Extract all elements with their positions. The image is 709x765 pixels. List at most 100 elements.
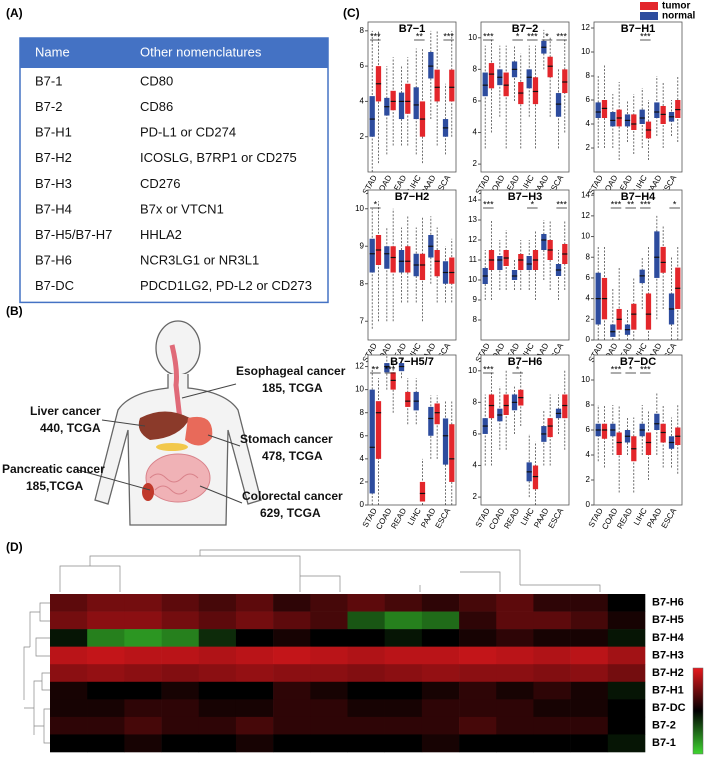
table-frame xyxy=(19,37,329,304)
heat-cell xyxy=(533,681,571,700)
heat-cell xyxy=(161,699,200,718)
y-tick-label: 6 xyxy=(586,425,591,434)
heat-cell xyxy=(310,646,348,665)
heat-cell xyxy=(607,716,646,735)
box xyxy=(390,90,396,111)
box xyxy=(660,423,666,443)
heat-cell xyxy=(347,734,385,753)
heat-cell xyxy=(87,716,125,735)
significance: *** xyxy=(556,199,567,209)
heat-cell xyxy=(198,716,237,735)
heat-cell xyxy=(607,664,646,683)
y-tick-label: 12 xyxy=(581,211,590,220)
panel-label: (A) xyxy=(6,6,23,20)
heat-cell xyxy=(273,594,311,612)
heat-cell xyxy=(124,611,162,630)
heat-cell xyxy=(235,716,274,735)
chart-title: B7−H2 xyxy=(395,191,430,203)
table-cell: B7-H5/B7-H7 xyxy=(35,227,112,242)
heat-cell xyxy=(607,681,646,700)
box xyxy=(660,246,666,273)
box xyxy=(375,401,382,459)
heat-cell xyxy=(87,594,125,612)
panel-label: (D) xyxy=(6,540,23,554)
organ-label: 478, TCGA xyxy=(262,449,323,463)
heat-cell xyxy=(124,681,162,700)
heat-cell xyxy=(235,594,274,612)
table-cell: B7-2 xyxy=(35,99,62,114)
y-tick-label: 2 xyxy=(360,477,365,486)
heat-cell xyxy=(533,594,571,612)
heat-cell xyxy=(533,629,571,647)
box xyxy=(434,69,440,102)
y-tick-label: 8 xyxy=(473,315,478,324)
legend-label: tumor xyxy=(662,1,690,12)
box xyxy=(449,69,455,102)
heat-cell xyxy=(421,646,460,665)
heat-cell xyxy=(496,664,534,683)
y-tick-label: 2 xyxy=(586,143,591,152)
heat-cell xyxy=(161,629,200,647)
heat-cell xyxy=(459,664,497,683)
heat-cell xyxy=(459,611,497,630)
box xyxy=(428,406,434,436)
heat-cell xyxy=(347,594,385,612)
box xyxy=(562,69,568,94)
significance: ** xyxy=(372,364,380,374)
box xyxy=(518,254,524,270)
heat-cell xyxy=(50,629,88,647)
table-cell: CD80 xyxy=(140,73,173,88)
significance: ** xyxy=(416,31,424,41)
organ-label: Colorectal cancer xyxy=(242,489,343,503)
box xyxy=(645,432,652,455)
significance: * xyxy=(531,199,535,209)
row-label: B7-H2 xyxy=(652,667,684,679)
plot-frame xyxy=(367,189,457,341)
legend-label: normal xyxy=(662,11,696,22)
heat-cell xyxy=(347,716,385,735)
row-label: B7-H5 xyxy=(652,614,684,626)
heat-cell xyxy=(347,646,385,665)
y-tick-label: 10 xyxy=(468,33,477,42)
table-cell: CD276 xyxy=(140,176,180,191)
heat-cell xyxy=(570,734,609,753)
box xyxy=(511,270,518,280)
heat-cell xyxy=(570,611,609,630)
box xyxy=(419,253,426,280)
significance: *** xyxy=(483,199,494,209)
heat-cell xyxy=(198,629,237,647)
heat-cell xyxy=(496,681,534,700)
chart-title: B7−H3 xyxy=(508,191,543,203)
heat-cell xyxy=(310,594,348,612)
y-tick-label: 10 xyxy=(581,47,590,56)
plot-frame xyxy=(593,21,683,173)
heat-cell xyxy=(198,699,237,718)
significance: * xyxy=(374,199,378,209)
heat-cell xyxy=(310,629,348,647)
heat-cell xyxy=(459,629,497,647)
y-tick-label: 8 xyxy=(586,252,591,261)
box xyxy=(631,114,637,130)
y-tick-label: 8 xyxy=(360,279,365,288)
y-tick-label: 8 xyxy=(473,397,478,406)
box xyxy=(488,394,495,419)
organ-label: 185,TCGA xyxy=(26,479,84,493)
row-label: B7-H1 xyxy=(652,684,684,696)
box xyxy=(369,96,375,137)
heat-cell xyxy=(347,611,385,630)
y-tick-label: 0 xyxy=(586,335,591,344)
table-cell: CD86 xyxy=(140,99,173,114)
y-tick-label: 12 xyxy=(355,362,364,371)
heat-cell xyxy=(235,664,274,683)
table-cell: B7-H1 xyxy=(35,125,72,140)
legend-swatch xyxy=(640,12,658,20)
heat-cell xyxy=(87,734,125,753)
significance: * xyxy=(516,31,520,41)
row-label: B7-1 xyxy=(652,737,676,749)
significance: *** xyxy=(527,31,538,41)
heat-cell xyxy=(161,716,200,735)
box xyxy=(488,63,495,89)
organ-label: 185, TCGA xyxy=(262,381,323,395)
heat-cell xyxy=(421,594,460,612)
y-tick-label: 6 xyxy=(586,273,591,282)
